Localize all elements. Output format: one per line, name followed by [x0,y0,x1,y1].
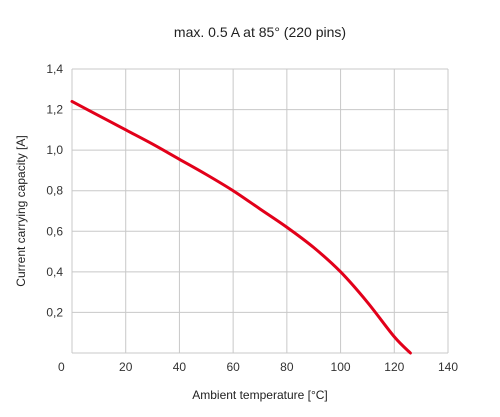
y-tick-label: 1,0 [46,143,63,157]
y-tick-label: 0,8 [46,184,63,198]
x-axis-ticks: 0 20 40 60 80 100 120 140 [58,360,458,374]
x-axis-label: Ambient temperature [°C] [192,388,328,402]
x-tick-label: 60 [226,360,240,374]
x-tick-label: 40 [173,360,187,374]
y-tick-label: 1,4 [46,62,63,76]
x-tick-label: 80 [280,360,294,374]
y-axis-label: Current carrying capacity [A] [14,135,28,286]
x-tick-label: 140 [438,360,458,374]
series-layer [70,99,412,355]
series-line [70,99,412,355]
x-tick-label: 100 [331,360,351,374]
y-tick-label: 1,2 [46,103,63,117]
y-tick-label: 0,2 [46,305,63,319]
y-axis-ticks: 0,2 0,4 0,6 0,8 1,0 1,2 1,4 [46,62,63,319]
x-tick-label: 0 [58,360,65,374]
y-tick-label: 0,6 [46,224,63,238]
y-tick-label: 0,4 [46,265,63,279]
x-tick-label: 120 [384,360,404,374]
x-tick-label: 20 [119,360,133,374]
grid [71,68,449,354]
chart-title: max. 0.5 A at 85° (220 pins) [174,24,346,40]
